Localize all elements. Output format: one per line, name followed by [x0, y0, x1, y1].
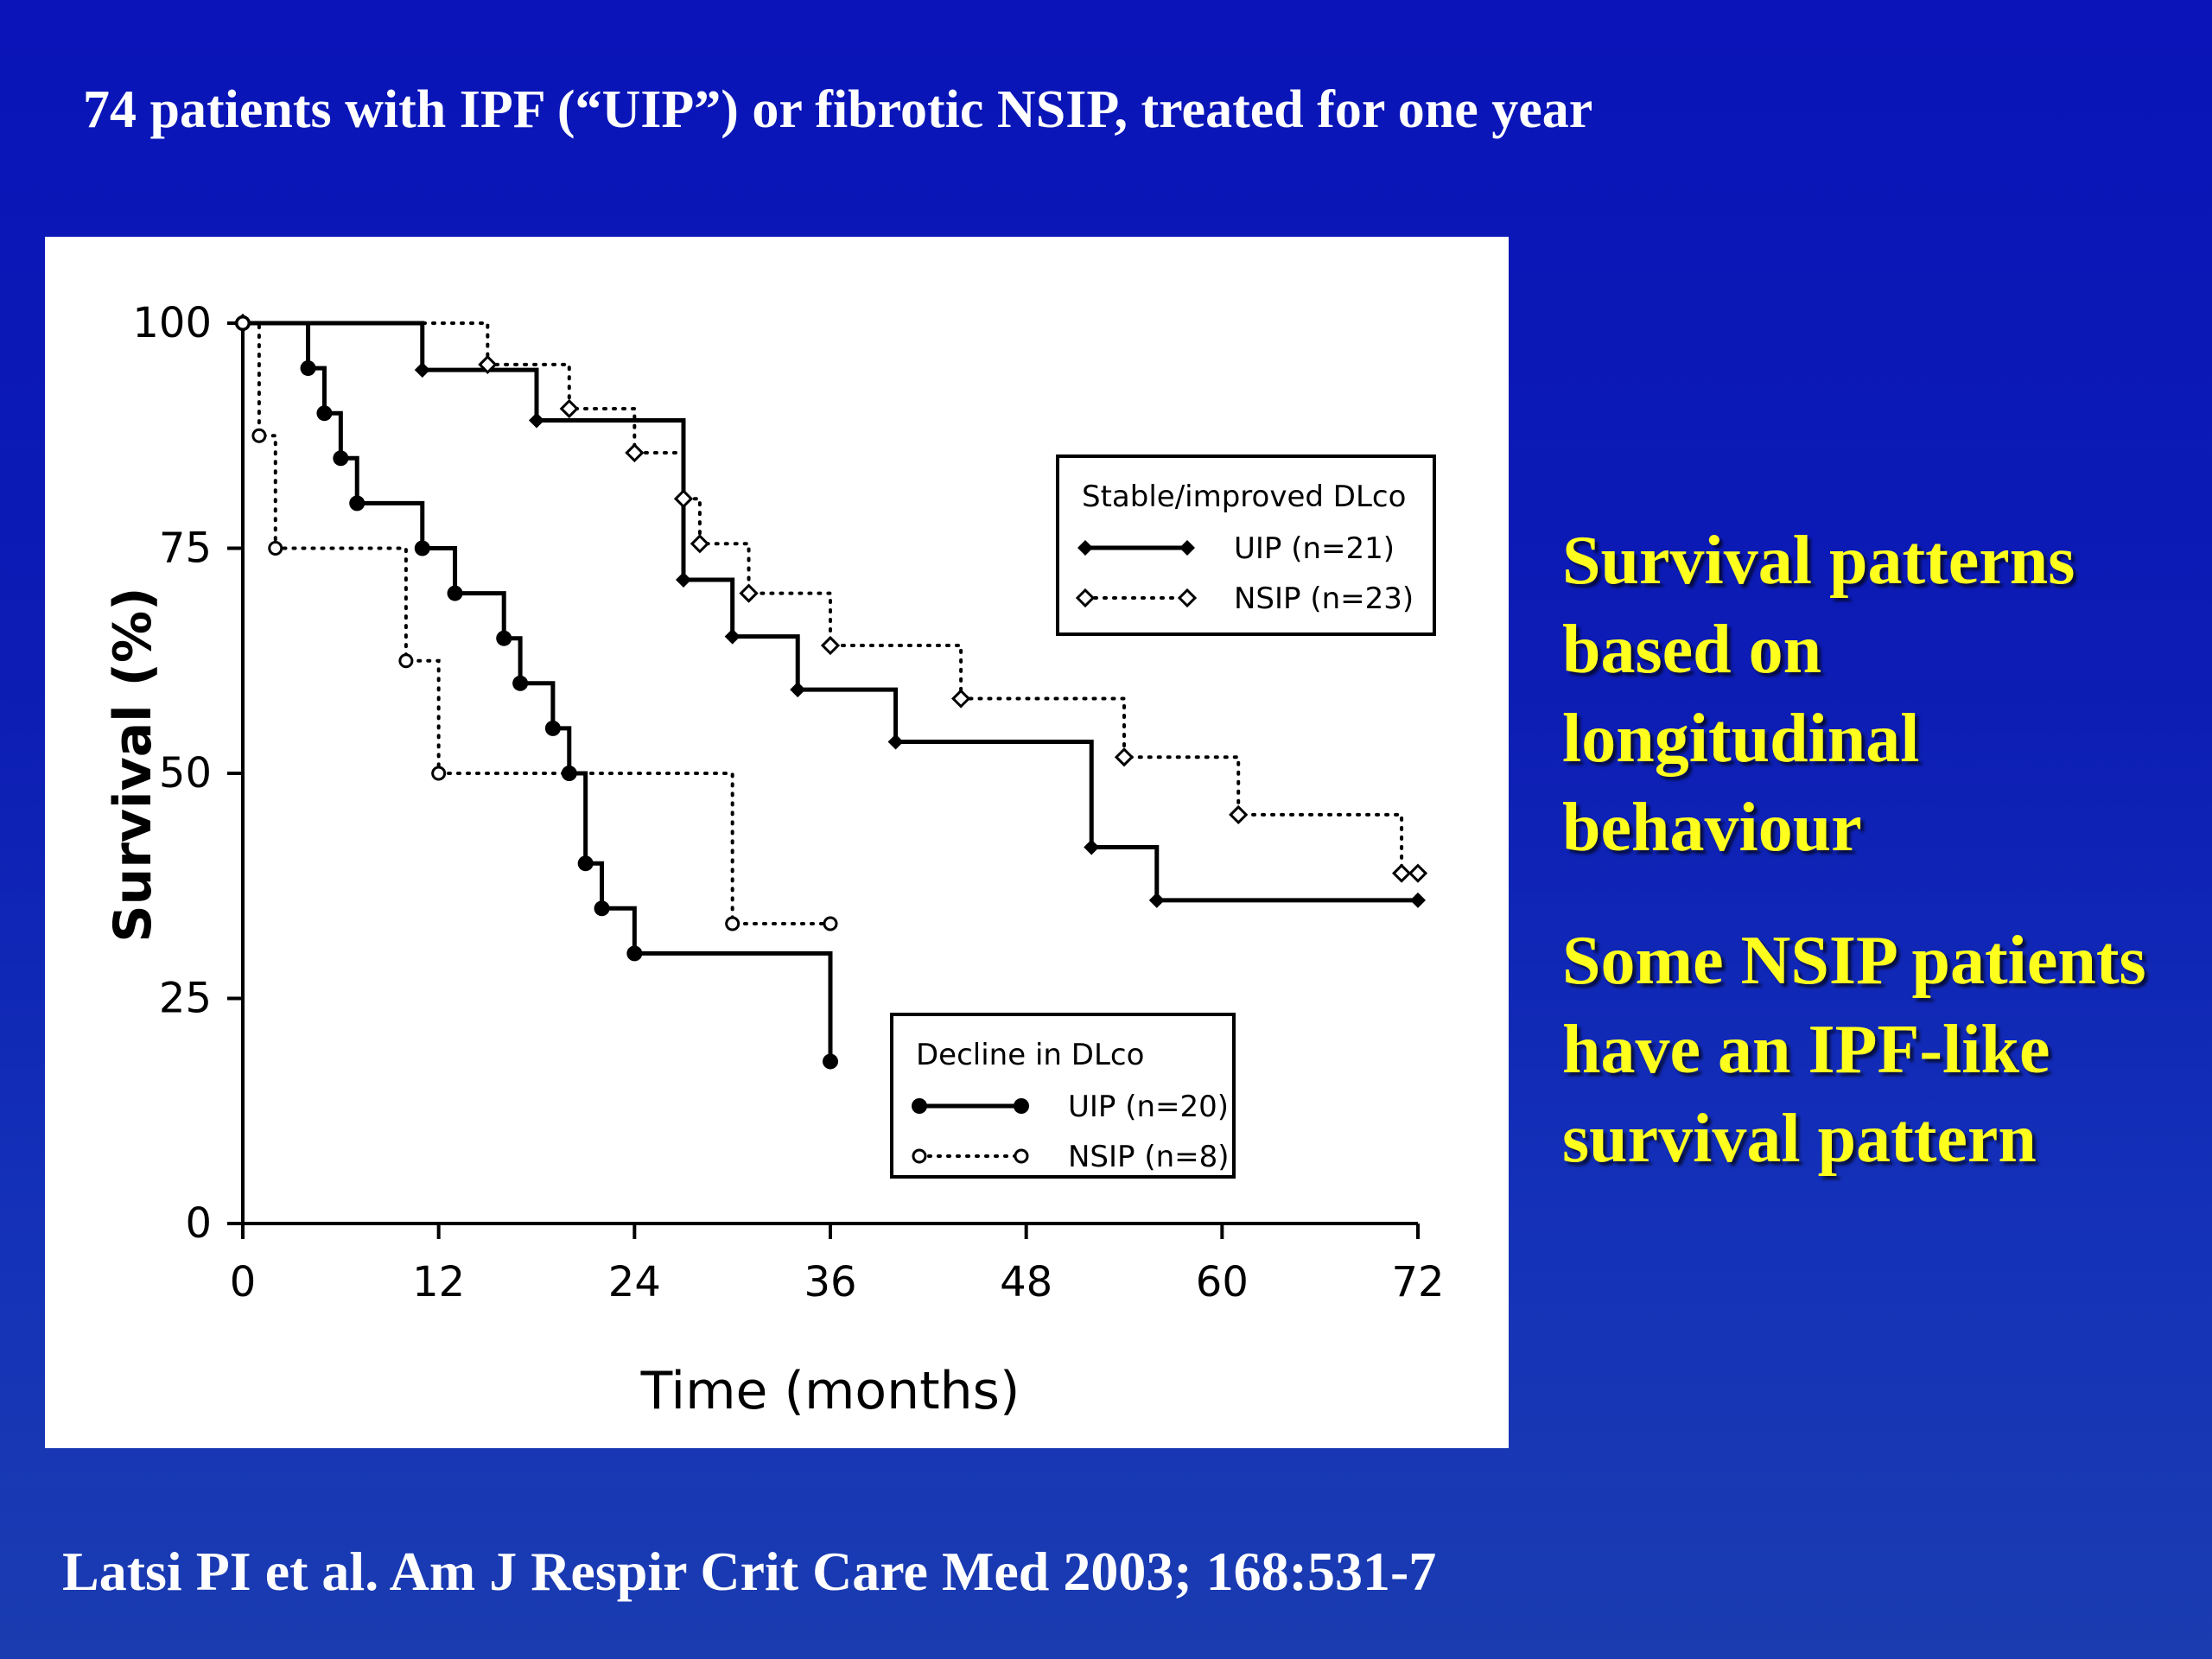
legend-label-decline-nsip: NSIP (n=8) — [1068, 1140, 1230, 1174]
series-stable-uip — [235, 315, 1426, 908]
data-point-decline-uip — [544, 720, 561, 736]
x-tick-label: 12 — [412, 1258, 465, 1306]
survival-chart-panel: 0 12 24 36 48 60 72 0 25 50 75 100 Time (months) Surv… — [45, 237, 1509, 1448]
survival-chart: 0 12 24 36 48 60 72 0 25 50 75 100 Time (months) Surv… — [103, 299, 1445, 1421]
data-point-decline-uip — [594, 900, 610, 917]
legend-label-stable-nsip: NSIP (n=23) — [1234, 582, 1414, 616]
legend-marker-stable-nsip — [1075, 588, 1096, 608]
legend-title: Decline in DLco — [916, 1038, 1144, 1072]
data-point-decline-nsip — [823, 916, 838, 931]
legend-stable: Stable/improved DLco UIP (n=21) NSIP (n=23… — [1056, 454, 1436, 636]
side-text-nsip-ipf-like: Some NSIP patients have an IPF-like surv… — [1562, 923, 2146, 1177]
data-point-stable-nsip — [625, 442, 645, 463]
data-point-decline-uip — [447, 585, 463, 601]
data-point-stable-nsip — [478, 354, 498, 375]
legend-marker-stable-nsip — [1177, 588, 1198, 608]
x-tick-label: 72 — [1391, 1258, 1444, 1306]
data-point-stable-uip — [1084, 839, 1100, 855]
x-tick-label: 24 — [608, 1258, 661, 1306]
data-point-decline-uip — [333, 450, 349, 467]
y-tick-label: 0 — [185, 1199, 212, 1248]
legend-marker-decline-nsip — [912, 1148, 927, 1164]
legend-label-stable-uip: UIP (n=21) — [1234, 531, 1395, 566]
legend-title: Stable/improved DLco — [1082, 480, 1406, 514]
data-point-decline-uip — [512, 675, 529, 691]
data-point-decline-uip — [823, 1053, 838, 1070]
citation: Latsi PI et al. Am J Respir Crit Care Me… — [62, 1541, 1437, 1602]
data-point-stable-nsip — [673, 489, 694, 509]
data-point-stable-uip — [529, 412, 544, 429]
data-point-stable-uip — [1148, 892, 1165, 908]
series-line-stable-nsip — [241, 321, 1420, 875]
legend-marker-decline-uip — [912, 1098, 927, 1114]
x-tick-label: 0 — [230, 1258, 257, 1306]
side-text-block: Survival patterns based on longitudinal … — [1562, 517, 2184, 1228]
data-point-decline-nsip — [235, 315, 251, 331]
y-tick-label: 25 — [159, 975, 212, 1023]
legend-box — [1056, 454, 1436, 636]
data-point-decline-uip — [414, 540, 430, 556]
x-tick-label: 36 — [804, 1258, 856, 1306]
data-point-stable-uip — [887, 734, 904, 750]
data-point-decline-nsip — [431, 766, 447, 781]
data-point-stable-uip — [1410, 892, 1426, 908]
series-line-decline-uip — [243, 321, 833, 1062]
data-point-stable-nsip — [820, 635, 841, 656]
data-point-stable-nsip — [739, 583, 759, 603]
y-tick-label: 100 — [132, 299, 212, 347]
data-point-stable-nsip — [1391, 863, 1412, 883]
data-point-decline-uip — [496, 630, 512, 646]
data-point-decline-uip — [300, 360, 316, 377]
data-point-stable-nsip — [1408, 863, 1428, 883]
data-point-stable-nsip — [690, 534, 710, 554]
series-line-stable-uip — [243, 321, 1418, 903]
data-point-decline-uip — [626, 945, 643, 962]
data-point-stable-nsip — [559, 398, 579, 419]
data-point-stable-uip — [790, 682, 806, 698]
data-point-decline-nsip — [398, 653, 414, 669]
data-point-decline-nsip — [268, 541, 283, 556]
data-point-decline-uip — [316, 405, 333, 422]
data-point-stable-uip — [724, 628, 741, 645]
legend-marker-stable-uip — [1077, 540, 1093, 556]
data-point-decline-uip — [561, 766, 577, 781]
data-point-decline-uip — [349, 495, 365, 512]
data-point-stable-nsip — [1114, 747, 1135, 767]
x-tick-label: 60 — [1196, 1258, 1249, 1306]
legend-marker-decline-nsip — [1014, 1148, 1029, 1164]
y-tick-label: 50 — [159, 749, 212, 798]
data-point-decline-nsip — [725, 916, 741, 931]
data-point-stable-nsip — [1229, 804, 1249, 825]
data-point-stable-nsip — [950, 689, 971, 709]
legend-box — [890, 1013, 1236, 1179]
data-point-decline-nsip — [251, 428, 267, 443]
side-text-survival-patterns: Survival patterns based on longitudinal … — [1562, 523, 2075, 866]
legend-marker-decline-uip — [1014, 1098, 1029, 1114]
slide-title: 74 patients with IPF (“UIP”) or fibrotic… — [83, 80, 1593, 139]
data-point-decline-uip — [577, 855, 594, 872]
y-axis-label: Survival (%) — [103, 587, 163, 942]
legend-marker-stable-uip — [1179, 540, 1195, 556]
y-tick-label: 75 — [159, 524, 212, 573]
x-axis-label: Time (months) — [640, 1361, 1020, 1421]
data-point-stable-uip — [414, 362, 430, 378]
x-tick-label: 48 — [1000, 1258, 1052, 1306]
series-decline-nsip — [235, 315, 838, 931]
data-point-stable-uip — [676, 571, 691, 588]
series-decline-uip — [235, 315, 838, 1070]
legend-label-decline-uip: UIP (n=20) — [1068, 1090, 1229, 1124]
legend-decline: Decline in DLco UIP (n=20) NSIP (n=8) — [890, 1013, 1236, 1179]
